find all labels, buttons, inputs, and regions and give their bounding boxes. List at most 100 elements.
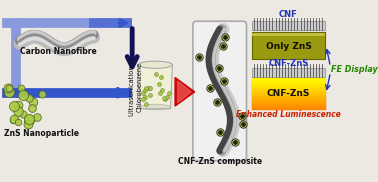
Polygon shape bbox=[252, 101, 325, 102]
Point bbox=[216, 66, 222, 69]
Point bbox=[25, 122, 31, 125]
Polygon shape bbox=[138, 65, 172, 109]
Polygon shape bbox=[178, 81, 191, 102]
Point bbox=[232, 141, 238, 143]
Point bbox=[17, 87, 23, 90]
Text: Only ZnS: Only ZnS bbox=[265, 42, 311, 51]
Ellipse shape bbox=[140, 104, 170, 110]
Point bbox=[15, 104, 21, 107]
Point bbox=[239, 114, 245, 117]
Point bbox=[142, 96, 148, 98]
Polygon shape bbox=[252, 91, 325, 92]
Polygon shape bbox=[252, 82, 325, 83]
Ellipse shape bbox=[138, 61, 172, 68]
Polygon shape bbox=[252, 103, 325, 104]
Point bbox=[11, 104, 17, 107]
Point bbox=[144, 102, 150, 105]
Point bbox=[158, 76, 164, 78]
Point bbox=[166, 92, 172, 94]
Text: Carbon Nanofibre: Carbon Nanofibre bbox=[20, 47, 96, 56]
Point bbox=[162, 98, 168, 101]
Polygon shape bbox=[252, 99, 325, 100]
Text: CNF-ZnS composite: CNF-ZnS composite bbox=[178, 157, 262, 166]
Point bbox=[141, 92, 147, 95]
Polygon shape bbox=[252, 104, 325, 105]
Point bbox=[217, 131, 223, 134]
Polygon shape bbox=[252, 105, 325, 106]
Polygon shape bbox=[252, 79, 325, 80]
Point bbox=[140, 97, 146, 100]
Point bbox=[142, 89, 148, 92]
Bar bbox=[252, 21, 325, 30]
Text: CNF-ZnS: CNF-ZnS bbox=[267, 89, 310, 98]
Point bbox=[6, 90, 12, 93]
Point bbox=[34, 116, 40, 119]
Polygon shape bbox=[252, 81, 325, 82]
Bar bbox=[252, 33, 325, 36]
Polygon shape bbox=[252, 95, 325, 96]
Point bbox=[220, 44, 226, 47]
Point bbox=[232, 141, 238, 143]
Bar bbox=[252, 32, 325, 59]
Point bbox=[26, 119, 32, 122]
Point bbox=[39, 92, 45, 95]
Text: CNF: CNF bbox=[279, 10, 298, 19]
Point bbox=[216, 66, 222, 69]
Point bbox=[15, 120, 21, 123]
Polygon shape bbox=[252, 102, 325, 103]
Point bbox=[214, 100, 220, 103]
Point bbox=[26, 118, 32, 120]
Polygon shape bbox=[252, 92, 325, 93]
Bar bbox=[252, 68, 325, 77]
Point bbox=[164, 95, 170, 98]
Polygon shape bbox=[252, 93, 325, 94]
Polygon shape bbox=[252, 94, 325, 95]
Text: CNF-ZnS: CNF-ZnS bbox=[268, 59, 308, 68]
Polygon shape bbox=[252, 89, 325, 90]
Point bbox=[30, 101, 36, 104]
Text: FE Display: FE Display bbox=[332, 65, 378, 74]
Point bbox=[153, 73, 159, 76]
Polygon shape bbox=[252, 80, 325, 81]
Polygon shape bbox=[252, 107, 325, 108]
Point bbox=[161, 97, 167, 100]
Polygon shape bbox=[252, 83, 325, 84]
Point bbox=[20, 93, 26, 96]
Point bbox=[239, 114, 245, 117]
Point bbox=[15, 110, 21, 113]
Point bbox=[221, 80, 227, 83]
Point bbox=[26, 96, 32, 99]
Point bbox=[147, 94, 153, 97]
Text: Enhanced Luminescence: Enhanced Luminescence bbox=[236, 110, 341, 119]
Point bbox=[5, 86, 11, 89]
Polygon shape bbox=[252, 100, 325, 101]
Polygon shape bbox=[252, 90, 325, 91]
Point bbox=[206, 86, 212, 89]
Polygon shape bbox=[252, 106, 325, 107]
Point bbox=[157, 92, 163, 95]
Point bbox=[240, 122, 246, 125]
Polygon shape bbox=[252, 96, 325, 97]
Point bbox=[214, 100, 220, 103]
Polygon shape bbox=[252, 78, 325, 79]
FancyBboxPatch shape bbox=[193, 21, 246, 161]
Point bbox=[220, 44, 226, 47]
Point bbox=[222, 36, 228, 39]
Point bbox=[196, 56, 202, 59]
Point bbox=[10, 118, 16, 121]
Text: ZnS Nanoparticle: ZnS Nanoparticle bbox=[5, 128, 79, 138]
Point bbox=[156, 83, 162, 86]
Point bbox=[206, 86, 212, 89]
Point bbox=[160, 88, 166, 91]
Polygon shape bbox=[252, 97, 325, 98]
Point bbox=[146, 86, 152, 89]
Point bbox=[29, 107, 35, 110]
Polygon shape bbox=[175, 78, 195, 106]
Polygon shape bbox=[252, 98, 325, 99]
Point bbox=[11, 117, 17, 120]
Text: Ultrasonication in
Chlorobenzene: Ultrasonication in Chlorobenzene bbox=[129, 57, 142, 116]
Point bbox=[196, 56, 202, 59]
Point bbox=[221, 80, 227, 83]
Point bbox=[6, 87, 12, 90]
Polygon shape bbox=[252, 108, 325, 109]
